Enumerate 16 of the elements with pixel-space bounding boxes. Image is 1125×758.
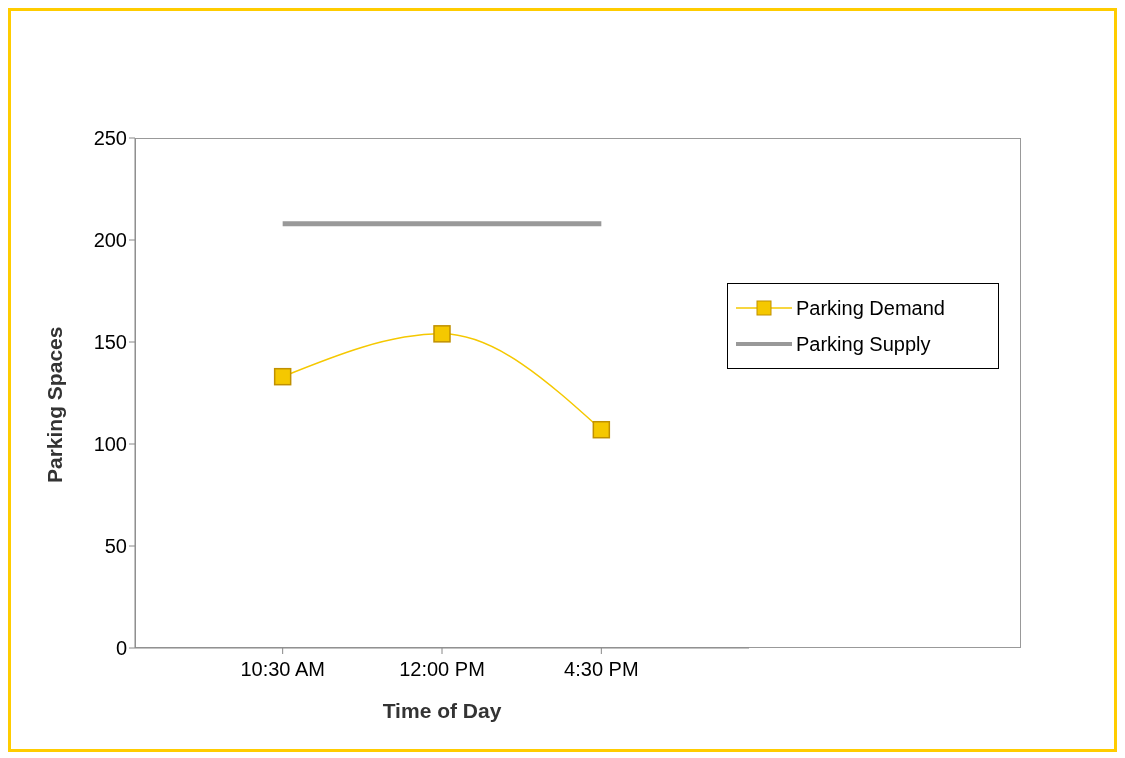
x-tick-label: 10:30 AM [240, 658, 325, 681]
y-tick-label: 250 [93, 127, 127, 150]
x-tick-label: 4:30 PM [564, 658, 639, 681]
y-tick-label: 0 [115, 637, 127, 660]
y-tick-label: 100 [93, 433, 127, 456]
legend-label: Parking Supply [796, 332, 931, 356]
y-tick-label: 200 [93, 229, 127, 252]
y-tick-label: 50 [104, 535, 127, 558]
y-axis-title: Parking Spaces [43, 326, 67, 483]
y-tick-label: 150 [93, 331, 127, 354]
legend-label: Parking Demand [796, 296, 945, 320]
x-tick-label: 12:00 PM [399, 658, 485, 681]
x-axis-title: Time of Day [382, 699, 502, 722]
point [273, 367, 292, 386]
point [433, 325, 451, 343]
point [592, 420, 611, 439]
